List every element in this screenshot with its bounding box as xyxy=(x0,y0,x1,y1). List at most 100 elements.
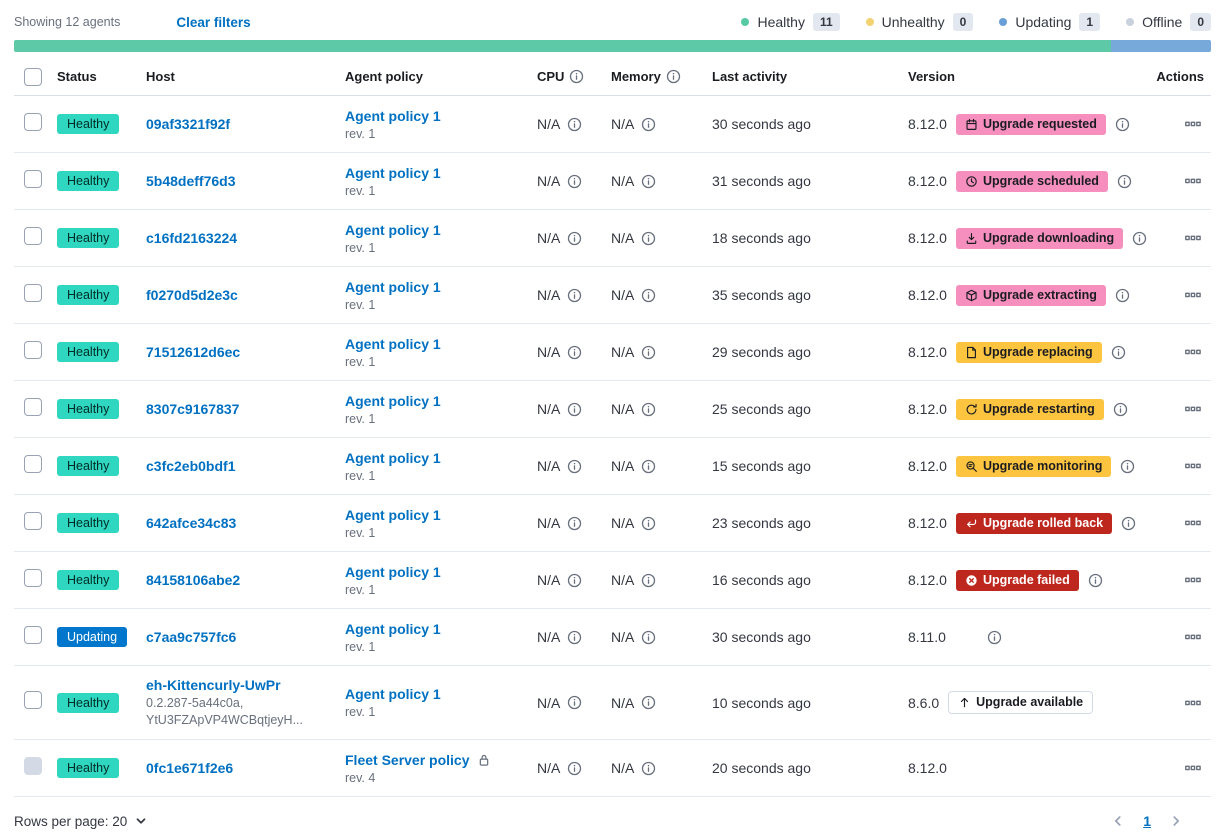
host-link[interactable]: c7aa9c757fc6 xyxy=(146,629,237,645)
cpu-tooltip-icon[interactable] xyxy=(567,345,582,360)
actions-menu-button[interactable] xyxy=(1185,572,1201,588)
next-page-button[interactable] xyxy=(1169,814,1183,828)
memory-tooltip-icon[interactable] xyxy=(641,402,656,417)
cpu-tooltip-icon[interactable] xyxy=(567,174,582,189)
actions-menu-button[interactable] xyxy=(1185,287,1201,303)
memory-tooltip-icon[interactable] xyxy=(641,695,656,710)
select-all-checkbox[interactable] xyxy=(24,67,42,86)
actions-menu-button[interactable] xyxy=(1185,344,1201,360)
row-checkbox[interactable] xyxy=(24,625,42,644)
actions-menu-button[interactable] xyxy=(1185,401,1201,417)
policy-revision: rev. 1 xyxy=(345,639,376,654)
upgrade-info-icon[interactable] xyxy=(1120,459,1135,474)
clear-filters-link[interactable]: Clear filters xyxy=(176,14,251,30)
memory-tooltip-icon[interactable] xyxy=(641,117,656,132)
agent-policy-link[interactable]: Agent policy 1 xyxy=(345,686,441,702)
host-link[interactable]: c16fd2163224 xyxy=(146,230,238,246)
host-link[interactable]: 642afce34c83 xyxy=(146,515,237,531)
agent-policy-link[interactable]: Agent policy 1 xyxy=(345,392,441,409)
memory-info-icon[interactable] xyxy=(666,69,681,84)
upgrade-info-icon[interactable] xyxy=(1117,174,1132,189)
agent-policy-link[interactable]: Agent policy 1 xyxy=(345,620,441,637)
actions-menu-button[interactable] xyxy=(1185,629,1201,645)
actions-menu-button[interactable] xyxy=(1185,458,1201,474)
agent-policy-link[interactable]: Agent policy 1 xyxy=(345,563,441,580)
row-checkbox[interactable] xyxy=(24,691,42,709)
cpu-tooltip-icon[interactable] xyxy=(567,516,582,531)
agent-policy-link[interactable]: Agent policy 1 xyxy=(345,107,441,124)
host-link[interactable]: c3fc2eb0bdf1 xyxy=(146,458,236,474)
actions-menu-button[interactable] xyxy=(1185,230,1201,246)
cpu-info-icon[interactable] xyxy=(569,69,584,84)
upgrade-info-icon[interactable] xyxy=(1121,516,1136,531)
column-header-cpu[interactable]: CPU xyxy=(537,69,611,84)
row-checkbox[interactable] xyxy=(24,169,42,188)
upgrade-info-icon[interactable] xyxy=(1113,402,1128,417)
memory-tooltip-icon[interactable] xyxy=(641,288,656,303)
row-checkbox[interactable] xyxy=(24,340,42,359)
upgrade-info-icon[interactable] xyxy=(1088,573,1103,588)
host-link[interactable]: 84158106abe2 xyxy=(146,572,241,588)
cpu-tooltip-icon[interactable] xyxy=(567,288,582,303)
memory-tooltip-icon[interactable] xyxy=(641,761,656,776)
row-checkbox[interactable] xyxy=(24,511,42,530)
upgrade-info-icon[interactable] xyxy=(987,630,1002,645)
agent-policy-link[interactable]: Agent policy 1 xyxy=(345,221,441,238)
host-link[interactable]: 8307c9167837 xyxy=(146,401,240,417)
row-checkbox[interactable] xyxy=(24,756,42,775)
agent-policy-link[interactable]: Agent policy 1 xyxy=(345,449,441,466)
cpu-tooltip-icon[interactable] xyxy=(567,117,582,132)
cpu-tooltip-icon[interactable] xyxy=(567,761,582,776)
row-checkbox[interactable] xyxy=(24,454,42,473)
agent-policy-link[interactable]: Agent policy 1 xyxy=(345,164,441,181)
upgrade-info-icon[interactable] xyxy=(1115,288,1130,303)
table-row: Healthy 71512612d6ec Agent policy 1 rev.… xyxy=(14,324,1211,381)
actions-menu-button[interactable] xyxy=(1185,760,1201,776)
column-header-version[interactable]: Version xyxy=(908,69,955,84)
cpu-tooltip-icon[interactable] xyxy=(567,695,582,710)
host-link[interactable]: 09af3321f92f xyxy=(146,116,231,132)
previous-page-button[interactable] xyxy=(1111,814,1125,828)
host-link[interactable]: 71512612d6ec xyxy=(146,344,241,360)
upgrade-info-icon[interactable] xyxy=(1111,345,1126,360)
column-header-policy[interactable]: Agent policy xyxy=(345,69,424,84)
memory-tooltip-icon[interactable] xyxy=(641,630,656,645)
column-header-last-activity[interactable]: Last activity xyxy=(712,69,788,84)
memory-tooltip-icon[interactable] xyxy=(641,345,656,360)
cpu-tooltip-icon[interactable] xyxy=(567,573,582,588)
row-checkbox[interactable] xyxy=(24,397,42,416)
host-link[interactable]: 0fc1e671f2e6 xyxy=(146,760,234,776)
host-link[interactable]: f0270d5d2e3c xyxy=(146,287,238,303)
memory-tooltip-icon[interactable] xyxy=(641,573,656,588)
agent-policy-link[interactable]: Agent policy 1 xyxy=(345,335,441,352)
column-header-host[interactable]: Host xyxy=(146,69,175,84)
page-number[interactable]: 1 xyxy=(1143,813,1151,829)
column-header-status[interactable]: Status xyxy=(57,69,97,84)
agent-policy-link[interactable]: Agent policy 1 xyxy=(345,278,441,295)
host-link[interactable]: 5b48deff76d3 xyxy=(146,173,236,189)
memory-tooltip-icon[interactable] xyxy=(641,516,656,531)
actions-menu-button[interactable] xyxy=(1185,695,1201,711)
row-checkbox[interactable] xyxy=(24,112,42,131)
memory-tooltip-icon[interactable] xyxy=(641,459,656,474)
rows-per-page-button[interactable]: Rows per page: 20 xyxy=(14,814,148,829)
upgrade-info-icon[interactable] xyxy=(1132,231,1147,246)
memory-tooltip-icon[interactable] xyxy=(641,231,656,246)
agent-policy-link[interactable]: Fleet Server policy xyxy=(345,751,470,768)
column-header-memory[interactable]: Memory xyxy=(611,69,712,84)
upgrade-info-icon[interactable] xyxy=(1115,117,1130,132)
cpu-tooltip-icon[interactable] xyxy=(567,630,582,645)
cpu-tooltip-icon[interactable] xyxy=(567,402,582,417)
row-checkbox[interactable] xyxy=(24,283,42,302)
row-checkbox[interactable] xyxy=(24,568,42,587)
actions-menu-button[interactable] xyxy=(1185,515,1201,531)
agents-table: Status Host Agent policy CPU Memory Last… xyxy=(14,58,1211,797)
cpu-tooltip-icon[interactable] xyxy=(567,459,582,474)
cpu-tooltip-icon[interactable] xyxy=(567,231,582,246)
row-checkbox[interactable] xyxy=(24,226,42,245)
memory-tooltip-icon[interactable] xyxy=(641,174,656,189)
host-link[interactable]: eh-Kittencurly-UwPr xyxy=(146,676,281,693)
actions-menu-button[interactable] xyxy=(1185,116,1201,132)
actions-menu-button[interactable] xyxy=(1185,173,1201,189)
agent-policy-link[interactable]: Agent policy 1 xyxy=(345,506,441,523)
